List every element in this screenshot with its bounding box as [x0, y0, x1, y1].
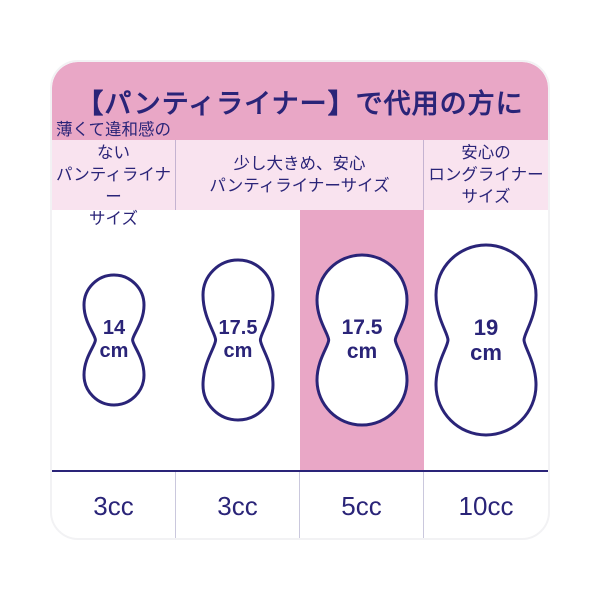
- subheader-line: パンティライナーサイズ: [209, 175, 389, 197]
- shape-size-line: cm: [219, 340, 258, 363]
- shape-size-line: cm: [100, 340, 129, 363]
- volume-cell: 3cc: [52, 472, 176, 540]
- subheader-line: 安心の: [461, 142, 511, 164]
- shape-cell: 19cm: [424, 210, 548, 470]
- shape-size-line: cm: [342, 340, 383, 364]
- footer-row: 3cc3cc5cc10cc: [52, 470, 548, 540]
- subheader-line: 少し大きめ、安心: [234, 153, 366, 175]
- shape-cell: 17.5cm: [176, 210, 300, 470]
- subheader-line: パンティライナー: [52, 164, 175, 209]
- shape-cell: 17.5cm: [300, 210, 424, 470]
- shape-size-line: 17.5: [342, 316, 383, 340]
- subheader-line: ロングライナー: [428, 164, 543, 186]
- shape-size-line: cm: [470, 340, 502, 365]
- shapes-body: 14cm17.5cm17.5cm19cm: [52, 210, 548, 470]
- shape-size-label: 19cm: [470, 315, 502, 366]
- subheader-line: サイズ: [461, 186, 510, 208]
- subheader-line: 薄くて違和感のない: [52, 119, 175, 164]
- subheader-row: 薄くて違和感のないパンティライナーサイズ少し大きめ、安心パンティライナーサイズ安…: [52, 140, 548, 210]
- shape-size-line: 19: [470, 315, 502, 340]
- volume-cell: 3cc: [176, 472, 300, 540]
- comparison-card: 【パンティライナー】で代用の方に 薄くて違和感のないパンティライナーサイズ少し大…: [50, 60, 550, 540]
- shapes-row: 14cm17.5cm17.5cm19cm: [52, 210, 548, 470]
- volume-cell: 10cc: [424, 472, 548, 540]
- shape-size-label: 14cm: [100, 317, 129, 363]
- shape-size-label: 17.5cm: [219, 317, 258, 363]
- header-title: 【パンティライナー】で代用の方に: [76, 82, 523, 121]
- subheader-cell: 少し大きめ、安心パンティライナーサイズ: [176, 140, 424, 210]
- volume-cell: 5cc: [300, 472, 424, 540]
- shape-size-label: 17.5cm: [342, 316, 383, 364]
- subheader-cell: 薄くて違和感のないパンティライナーサイズ: [52, 140, 176, 210]
- shape-size-line: 17.5: [219, 317, 258, 340]
- shape-size-line: 14: [100, 317, 129, 340]
- subheader-cell: 安心のロングライナーサイズ: [424, 140, 548, 210]
- shape-cell: 14cm: [52, 210, 176, 470]
